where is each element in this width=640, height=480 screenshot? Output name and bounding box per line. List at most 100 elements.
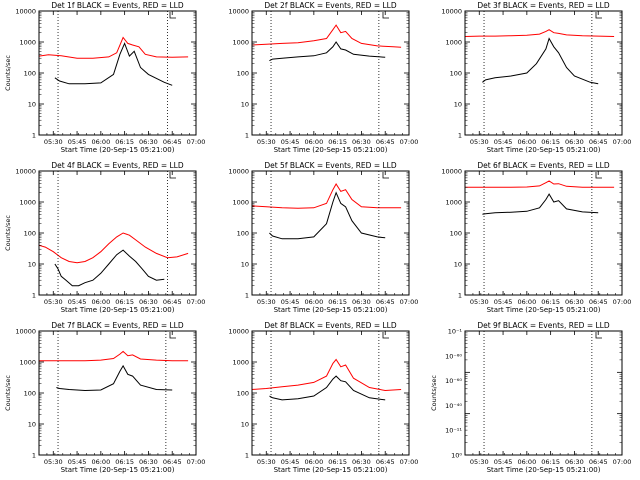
x-tick-label: 07:00 (613, 458, 632, 466)
y-tick-label: 10000 (228, 168, 249, 176)
y-tick-label: 10 (454, 261, 462, 269)
x-tick-label: 05:30 (44, 458, 63, 466)
y-tick-label: 100 (24, 230, 36, 238)
x-tick-label: 06:00 (517, 458, 536, 466)
x-tick-label: 05:30 (470, 138, 489, 146)
series-line-red (464, 29, 615, 37)
x-tick-label: 05:45 (68, 138, 87, 146)
chart-panel-3: Det 3f BLACK = Events, RED = LLD 05:30 05:… (441, 1, 631, 154)
x-tick-label: 06:45 (376, 458, 395, 466)
x-tick-label: 06:30 (139, 298, 158, 306)
x-tick-label: 06:45 (589, 458, 608, 466)
chart-panel-7: Det 7f BLACK = Events, RED = LLD 05:30 05:… (4, 321, 205, 474)
x-tick-label: 06:00 (304, 298, 323, 306)
y-tick-label: 1000 (19, 199, 36, 207)
y-tick-label: 1000 (232, 199, 249, 207)
x-tick-label: 06:30 (565, 138, 584, 146)
x-tick-label: 06:15 (115, 298, 134, 306)
x-tick-label: 07:00 (187, 138, 206, 146)
plot-frame (464, 330, 623, 456)
x-tick-label: 06:15 (328, 458, 347, 466)
series-line-red (251, 183, 402, 209)
x-tick-label: 05:45 (494, 298, 513, 306)
y-axis-label: Counts/sec (4, 55, 12, 91)
plot-frame (251, 330, 410, 456)
chart-panel-9: Det 9f BLACK = Events, RED = LLD 05:30 05:… (430, 321, 631, 474)
y-tick-label: 1000 (445, 39, 462, 47)
y-tick-label: 1 (245, 452, 249, 460)
corner-marker (595, 332, 602, 339)
y-tick-label: 10 (28, 101, 36, 109)
chart-title: Det 9f BLACK = Events, RED = LLD (477, 321, 610, 330)
y-tick-label: 10000 (228, 328, 249, 336)
chart-panel-6: Det 6f BLACK = Events, RED = LLD 05:30 05:… (441, 161, 631, 314)
y-tick-label: 10 (28, 261, 36, 269)
x-axis-label: Start Time (20-Sep-15 05:21:00) (274, 466, 388, 474)
x-tick-label: 06:15 (328, 138, 347, 146)
x-tick-label: 06:30 (565, 298, 584, 306)
corner-marker (595, 172, 602, 179)
y-tick-label: 1 (32, 132, 36, 140)
series-line-red (38, 232, 189, 264)
y-tick-label: 100 (450, 230, 462, 238)
x-tick-label: 07:00 (400, 138, 419, 146)
corner-marker (169, 172, 176, 179)
series-line-black (269, 375, 386, 401)
x-axis-label: Start Time (20-Sep-15 05:21:00) (487, 466, 601, 474)
x-axis-label: Start Time (20-Sep-15 05:21:00) (61, 306, 175, 314)
x-tick-label: 06:45 (589, 138, 608, 146)
y-tick-label: 10⁻⁴⁰ (445, 402, 462, 410)
plot-frame (38, 330, 197, 456)
x-tick-label: 06:15 (541, 458, 560, 466)
series-line-red (251, 24, 402, 48)
y-tick-label: 1000 (19, 359, 36, 367)
y-tick-label: 1 (32, 452, 36, 460)
x-axis-label: Start Time (20-Sep-15 05:21:00) (61, 466, 175, 474)
series-line-red (251, 358, 402, 392)
y-axis-label: Counts/sec (4, 375, 12, 411)
series-line-red (39, 350, 189, 362)
y-tick-label: 10 (28, 421, 36, 429)
x-tick-label: 06:30 (352, 458, 371, 466)
corner-marker (169, 12, 176, 19)
x-tick-label: 05:30 (44, 298, 63, 306)
x-tick-label: 06:00 (91, 298, 110, 306)
plot-frame (251, 170, 410, 296)
series-line-black (482, 37, 599, 85)
chart-panel-1: Det 1f BLACK = Events, RED = LLD 05:30 05:… (4, 1, 205, 154)
y-tick-label: 100 (24, 70, 36, 78)
x-tick-label: 06:30 (139, 138, 158, 146)
chart-title: Det 4f BLACK = Events, RED = LLD (51, 161, 184, 170)
plot-frame (464, 10, 623, 136)
y-tick-label: 10000 (228, 8, 249, 16)
x-tick-label: 07:00 (400, 458, 419, 466)
x-tick-label: 07:00 (187, 298, 206, 306)
corner-marker (382, 12, 389, 19)
chart-panel-5: Det 5f BLACK = Events, RED = LLD 05:30 05:… (228, 161, 418, 314)
y-tick-label: 100 (450, 70, 462, 78)
y-tick-label: 100 (237, 390, 249, 398)
y-tick-label: 10 (241, 261, 249, 269)
y-tick-label: 100 (237, 230, 249, 238)
y-tick-label: 10⁻¹¹ (445, 427, 462, 435)
x-tick-label: 06:15 (328, 298, 347, 306)
x-tick-label: 05:30 (257, 298, 276, 306)
x-axis-label: Start Time (20-Sep-15 05:21:00) (487, 306, 601, 314)
x-tick-label: 06:00 (91, 458, 110, 466)
chart-title: Det 3f BLACK = Events, RED = LLD (477, 1, 610, 10)
corner-marker (595, 12, 602, 19)
chart-panel-4: Det 4f BLACK = Events, RED = LLD 05:30 05:… (4, 161, 205, 314)
chart-title: Det 8f BLACK = Events, RED = LLD (264, 321, 397, 330)
x-tick-label: 05:45 (281, 298, 300, 306)
plot-frame (38, 10, 197, 136)
plot-frame (464, 170, 623, 296)
x-tick-label: 06:15 (115, 138, 134, 146)
plot-frame (251, 10, 410, 136)
y-tick-label: 10 (241, 101, 249, 109)
x-tick-label: 06:15 (115, 458, 134, 466)
y-axis-label: Counts/sec (4, 215, 12, 251)
series-line-black (269, 41, 386, 62)
series-line-black (56, 364, 173, 392)
x-tick-label: 05:45 (68, 458, 87, 466)
